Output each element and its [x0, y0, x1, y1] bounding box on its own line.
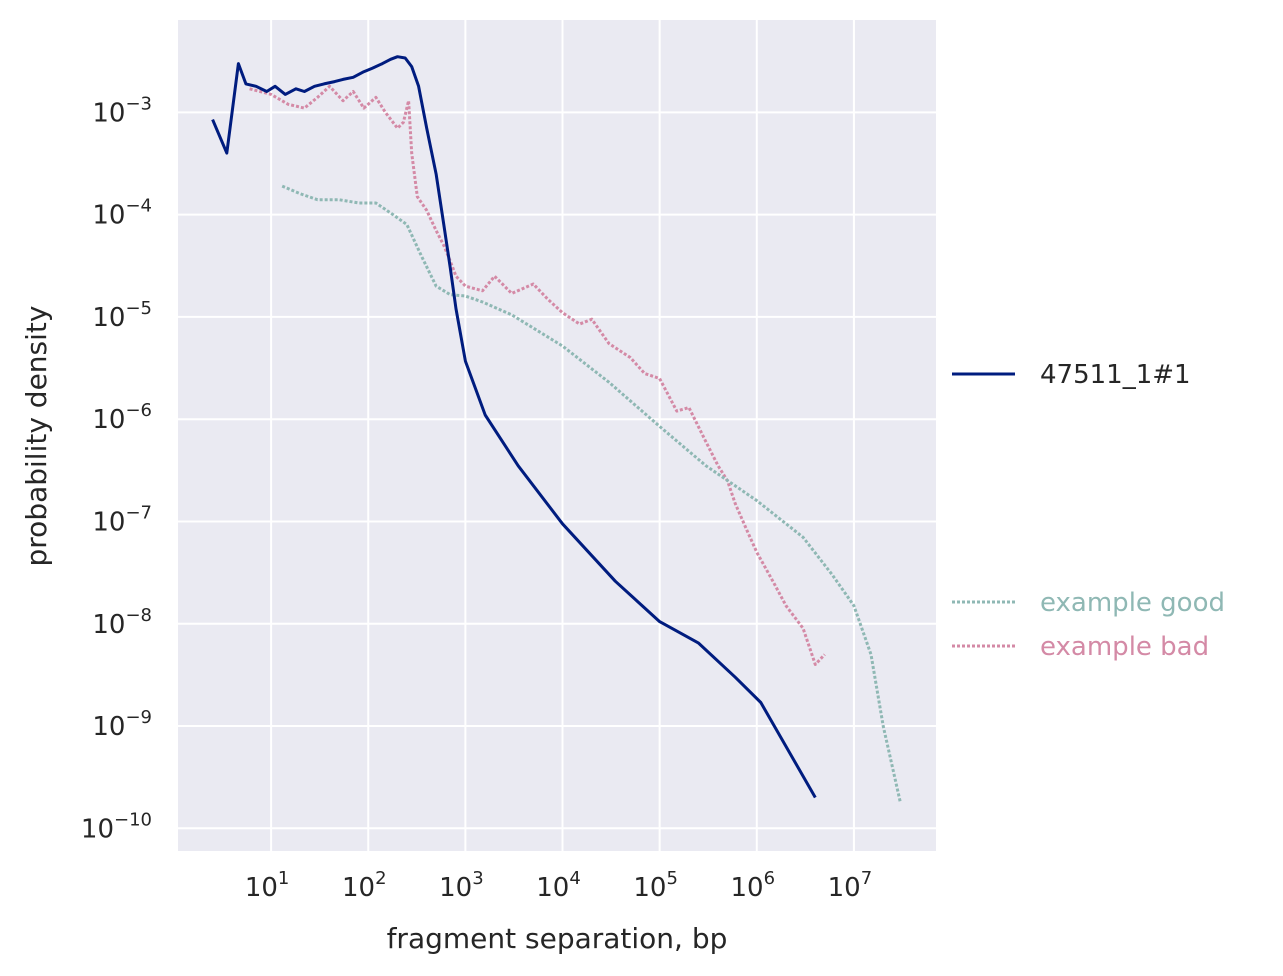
x-axis-label: fragment separation, bp	[387, 922, 728, 955]
x-tick-label-2: 103	[439, 868, 484, 903]
y-tick-label-3: 10−6	[92, 400, 152, 435]
y-tick-label-4: 10−7	[92, 502, 152, 537]
y-tick-label-5: 10−8	[92, 605, 152, 640]
x-tick-label-0: 101	[245, 868, 290, 903]
y-axis-label: probability density	[20, 306, 53, 567]
x-tick-label-1: 102	[342, 868, 387, 903]
series-line-0	[211, 55, 817, 799]
y-tick-label-6: 10−9	[92, 707, 152, 742]
x-tick-label-4: 105	[633, 868, 678, 903]
y-tick-label-1: 10−4	[92, 196, 152, 231]
grid	[178, 20, 936, 851]
x-tick-label-6: 107	[828, 868, 873, 903]
series-line-2	[249, 84, 826, 666]
plot-area	[178, 20, 936, 851]
y-tick-labels: 10−3 10−4 10−5 10−6 10−7 10−8 10−9 10−10	[81, 93, 152, 844]
legend-label-2: example bad	[1040, 632, 1209, 662]
series-layer	[211, 55, 902, 803]
x-tick-labels: 101 102 103 104 105 106 107	[245, 868, 872, 903]
x-tick-label-5: 106	[731, 868, 776, 903]
y-tick-label-0: 10−3	[92, 93, 152, 128]
y-tick-label-7: 10−10	[81, 809, 152, 844]
legend-label-0: 47511_1#1	[1040, 360, 1191, 390]
series-line-1	[281, 184, 902, 803]
y-tick-label-2: 10−5	[92, 298, 152, 333]
x-tick-label-3: 104	[536, 868, 581, 903]
legend-label-1: example good	[1040, 588, 1225, 618]
